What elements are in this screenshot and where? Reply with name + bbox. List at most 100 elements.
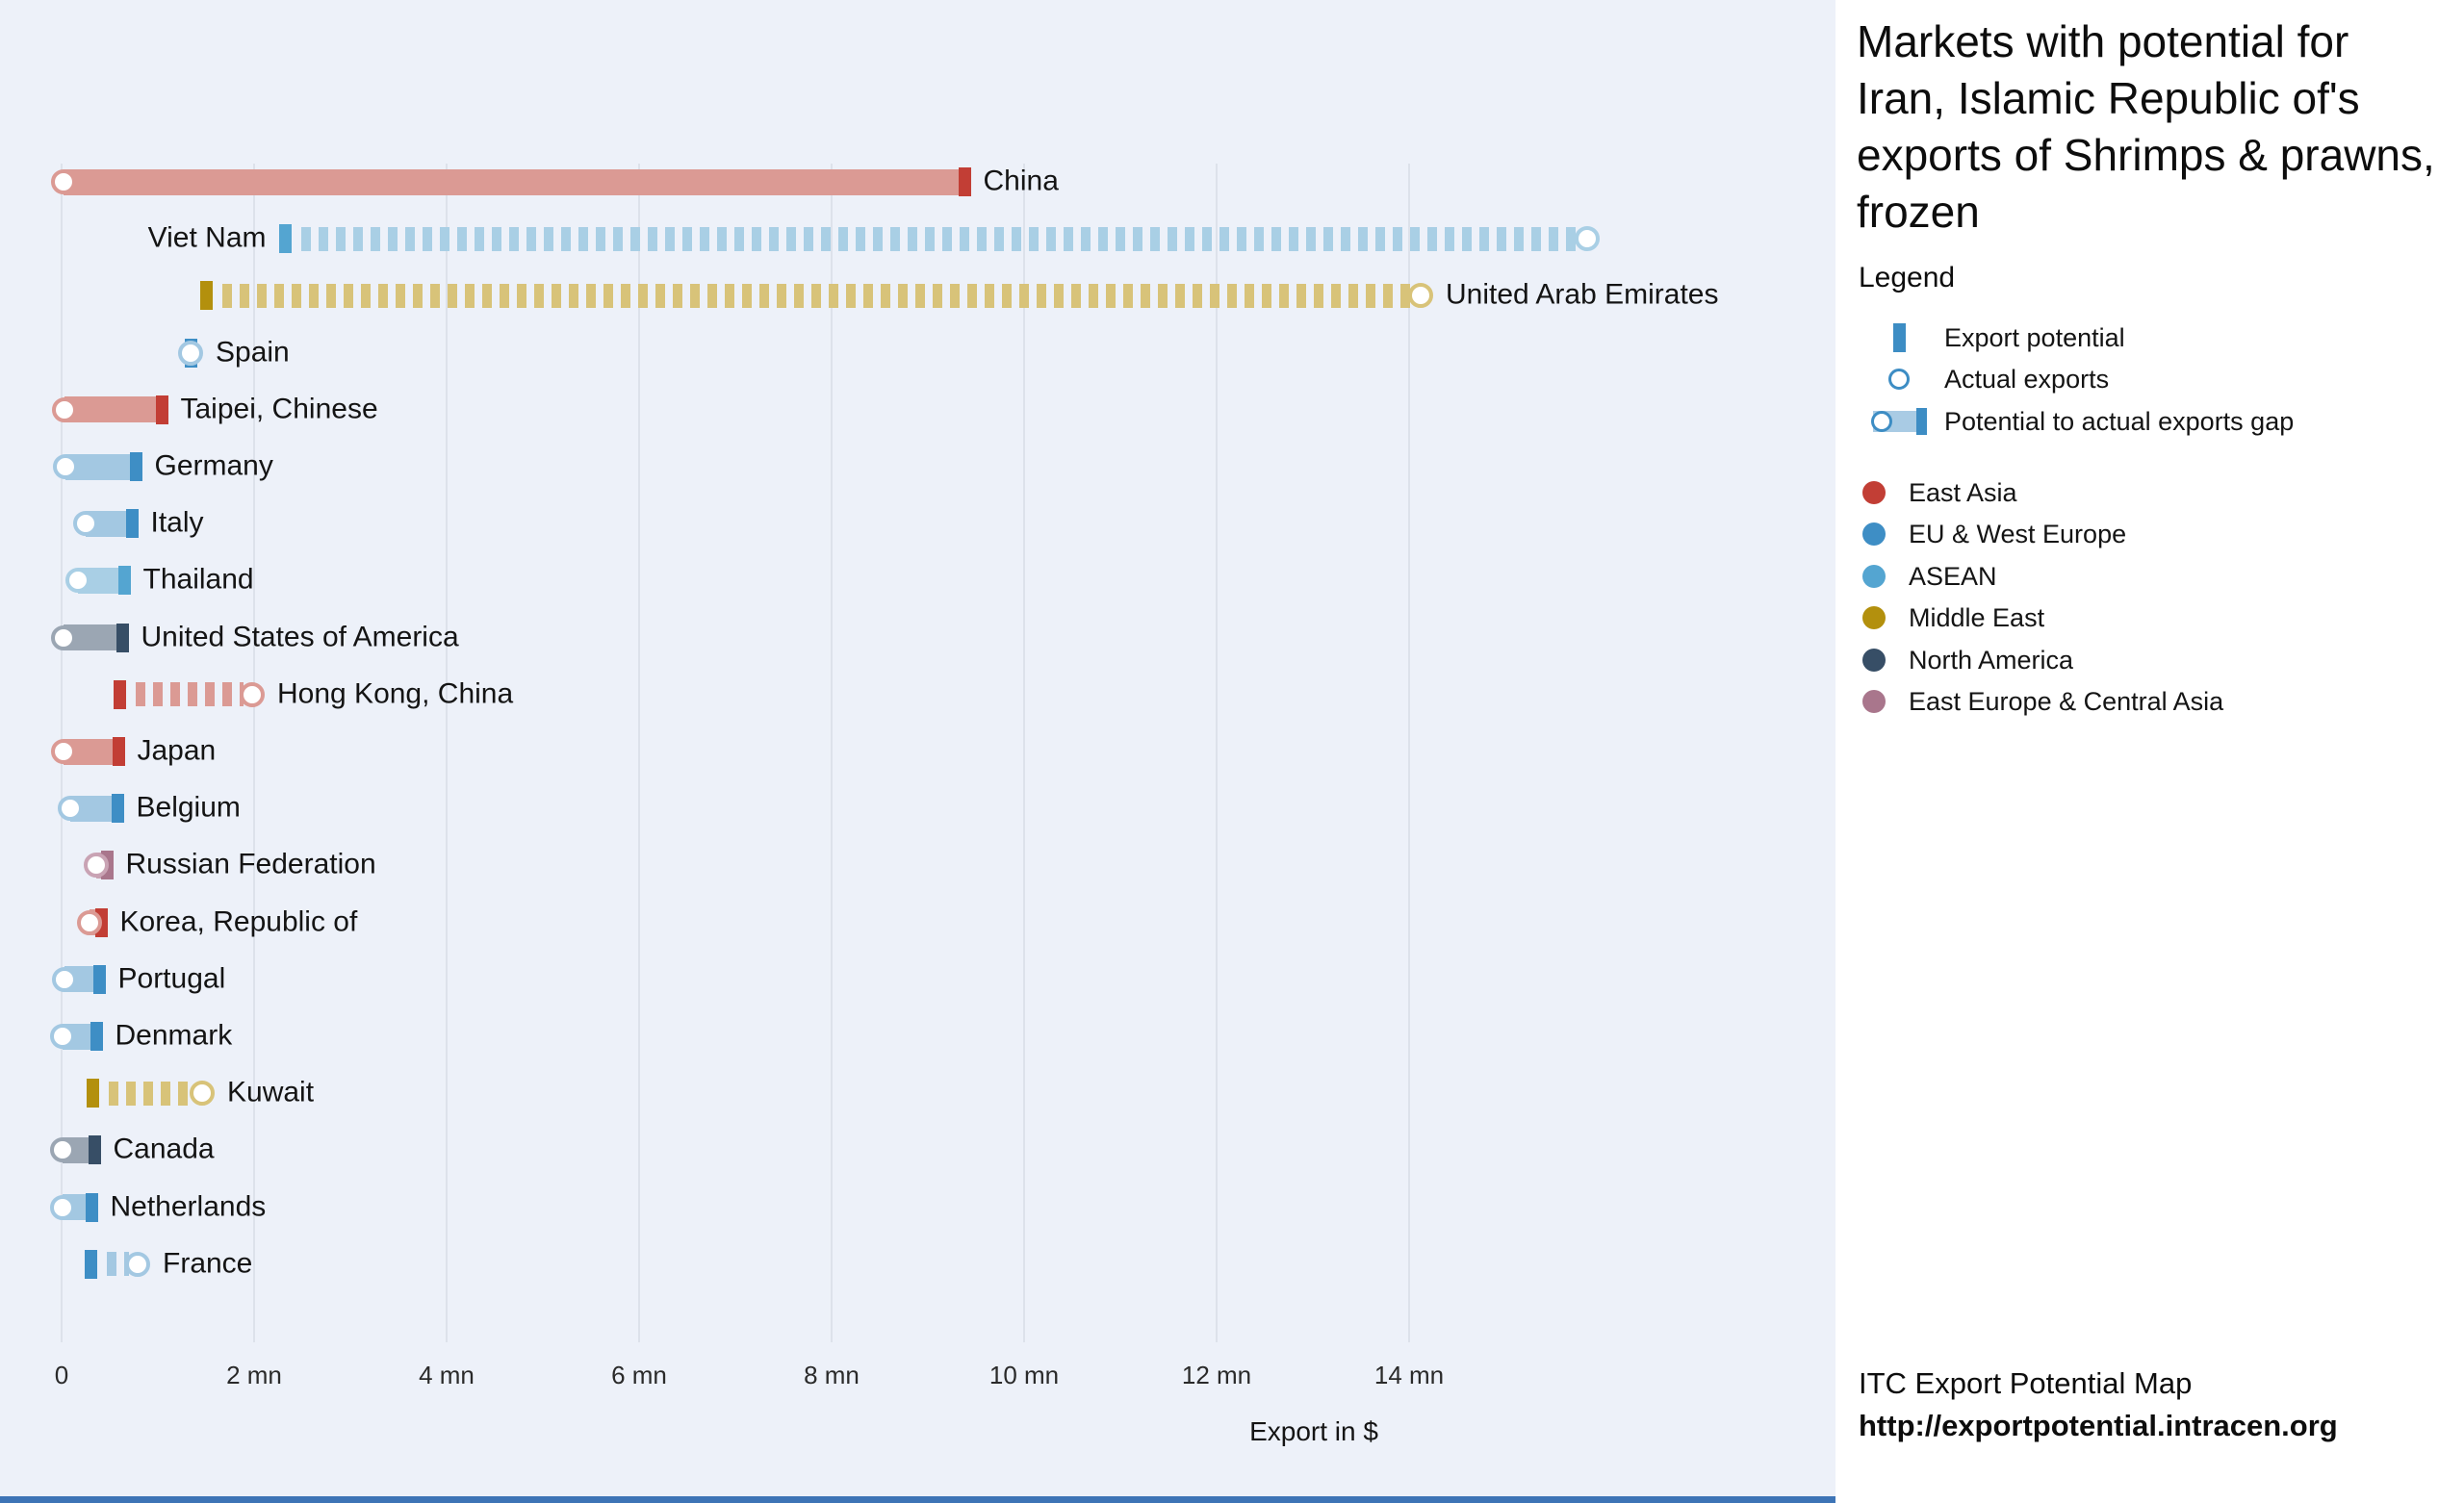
region-label: EU & West Europe bbox=[1909, 520, 2127, 549]
region-legend-item-eu-west-europe: EU & West Europe bbox=[1835, 516, 2432, 552]
export-potential-marker bbox=[116, 623, 129, 652]
region-color-dot bbox=[1862, 564, 1886, 588]
gridline bbox=[446, 164, 448, 1342]
market-label: Japan bbox=[137, 734, 217, 767]
export-potential-marker bbox=[84, 1249, 97, 1279]
market-label: Italy bbox=[150, 506, 204, 539]
chart-title: Markets with potential for Iran, Islamic… bbox=[1857, 16, 2435, 237]
gridline bbox=[1216, 164, 1218, 1342]
export-potential-marker bbox=[86, 1079, 99, 1108]
region-color-dot bbox=[1862, 690, 1886, 713]
export-potential-marker bbox=[958, 167, 971, 196]
actual-exports-marker bbox=[52, 396, 77, 422]
export-potential-icon bbox=[1870, 320, 1928, 355]
region-label: ASEAN bbox=[1909, 561, 1997, 591]
export-potential-marker bbox=[113, 679, 126, 709]
gridline bbox=[1023, 164, 1025, 1342]
legend-item-label: Export potential bbox=[1944, 322, 2125, 352]
region-color-dot bbox=[1862, 522, 1886, 547]
export-potential-marker bbox=[90, 1022, 103, 1051]
potential-gap-bar bbox=[100, 1081, 193, 1106]
actual-exports-marker bbox=[50, 1137, 75, 1163]
market-label: Denmark bbox=[115, 1019, 233, 1052]
market-label: Spain bbox=[216, 335, 290, 368]
export-potential-marker bbox=[199, 281, 213, 311]
actual-exports-marker bbox=[178, 340, 203, 366]
actual-exports-marker bbox=[50, 1194, 75, 1220]
legend-item-label: Actual exports bbox=[1944, 364, 2110, 394]
chart-area: China Viet Nam United Arab Emirates Spain Ta… bbox=[0, 0, 1835, 1503]
export-potential-marker bbox=[88, 1135, 101, 1165]
market-label: Korea, Republic of bbox=[119, 904, 358, 937]
market-label: Hong Kong, China bbox=[277, 677, 514, 710]
bottom-accent-strip bbox=[0, 1496, 1835, 1503]
export-potential-marker bbox=[92, 964, 106, 994]
x-tick-label: 12 mn bbox=[1181, 1361, 1252, 1389]
market-label: France bbox=[163, 1247, 253, 1280]
market-label: Netherlands bbox=[110, 1189, 267, 1222]
x-tick-label: 0 bbox=[54, 1361, 69, 1389]
actual-exports-marker bbox=[51, 169, 76, 194]
footer-brand: ITC Export Potential Map bbox=[1859, 1366, 2193, 1400]
export-potential-marker bbox=[112, 737, 125, 766]
side-panel: Markets with potential for Iran, Islamic… bbox=[1835, 0, 2464, 1503]
legend-item-export-potential: Export potential bbox=[1835, 320, 2432, 355]
legend-item-potential-gap: Potential to actual exports gap bbox=[1835, 404, 2432, 439]
export-potential-marker bbox=[85, 1192, 98, 1222]
export-potential-marker bbox=[278, 224, 292, 254]
actual-exports-marker bbox=[51, 739, 76, 764]
market-label: Belgium bbox=[136, 791, 241, 824]
actual-exports-marker bbox=[52, 966, 77, 992]
potential-gap-icon bbox=[1870, 404, 1928, 439]
x-tick-label: 8 mn bbox=[804, 1361, 860, 1389]
market-label: Canada bbox=[113, 1133, 215, 1165]
potential-gap-bar bbox=[98, 1252, 129, 1277]
gridline bbox=[831, 164, 833, 1342]
actual-exports-marker bbox=[240, 681, 265, 707]
legend-item-label: Potential to actual exports gap bbox=[1944, 406, 2295, 436]
actual-exports-icon bbox=[1870, 362, 1928, 396]
market-label: Portugal bbox=[117, 962, 226, 995]
x-tick-label: 10 mn bbox=[988, 1361, 1060, 1389]
market-label: China bbox=[983, 165, 1059, 197]
actual-exports-marker bbox=[84, 853, 109, 879]
potential-gap-bar bbox=[214, 283, 1412, 308]
footer-url[interactable]: http://exportpotential.intracen.org bbox=[1859, 1409, 2338, 1442]
x-tick-label: 4 mn bbox=[419, 1361, 475, 1389]
gridline bbox=[1408, 164, 1410, 1342]
region-label: East Asia bbox=[1909, 478, 2017, 507]
potential-gap-bar bbox=[293, 226, 1578, 251]
region-color-dot bbox=[1862, 606, 1886, 630]
legend-item-actual-exports: Actual exports bbox=[1835, 362, 2432, 396]
potential-gap-bar bbox=[127, 682, 244, 707]
actual-exports-marker bbox=[53, 454, 78, 479]
region-legend-item-east-europe-central-asia: East Europe & Central Asia bbox=[1835, 683, 2432, 720]
market-label: Kuwait bbox=[227, 1076, 315, 1108]
market-label: United Arab Emirates bbox=[1446, 278, 1719, 311]
market-label: United States of America bbox=[141, 620, 459, 652]
market-label: Russian Federation bbox=[125, 848, 376, 880]
region-color-dot bbox=[1862, 648, 1886, 672]
region-legend-item-north-america: North America bbox=[1835, 642, 2432, 678]
potential-gap-bar bbox=[64, 396, 162, 423]
export-potential-marker bbox=[129, 452, 142, 481]
actual-exports-marker bbox=[50, 1024, 75, 1049]
market-label: Germany bbox=[154, 449, 273, 482]
export-potential-marker bbox=[125, 509, 139, 539]
actual-exports-marker bbox=[1575, 226, 1600, 252]
gridline bbox=[638, 164, 640, 1342]
market-label: Taipei, Chinese bbox=[180, 393, 378, 425]
region-label: East Europe & Central Asia bbox=[1909, 687, 2224, 716]
x-tick-label: 2 mn bbox=[226, 1361, 282, 1389]
actual-exports-marker bbox=[190, 1081, 215, 1107]
export-potential-marker bbox=[155, 395, 168, 424]
x-tick-label: 6 mn bbox=[611, 1361, 667, 1389]
potential-gap-bar bbox=[64, 168, 964, 195]
actual-exports-marker bbox=[51, 624, 76, 650]
region-legend-item-middle-east: Middle East bbox=[1835, 599, 2432, 636]
gridline bbox=[253, 164, 255, 1342]
export-potential-marker bbox=[111, 794, 124, 824]
x-axis-title: Export in $ bbox=[1249, 1416, 1378, 1446]
region-label: Middle East bbox=[1909, 603, 2045, 633]
actual-exports-marker bbox=[58, 796, 83, 822]
